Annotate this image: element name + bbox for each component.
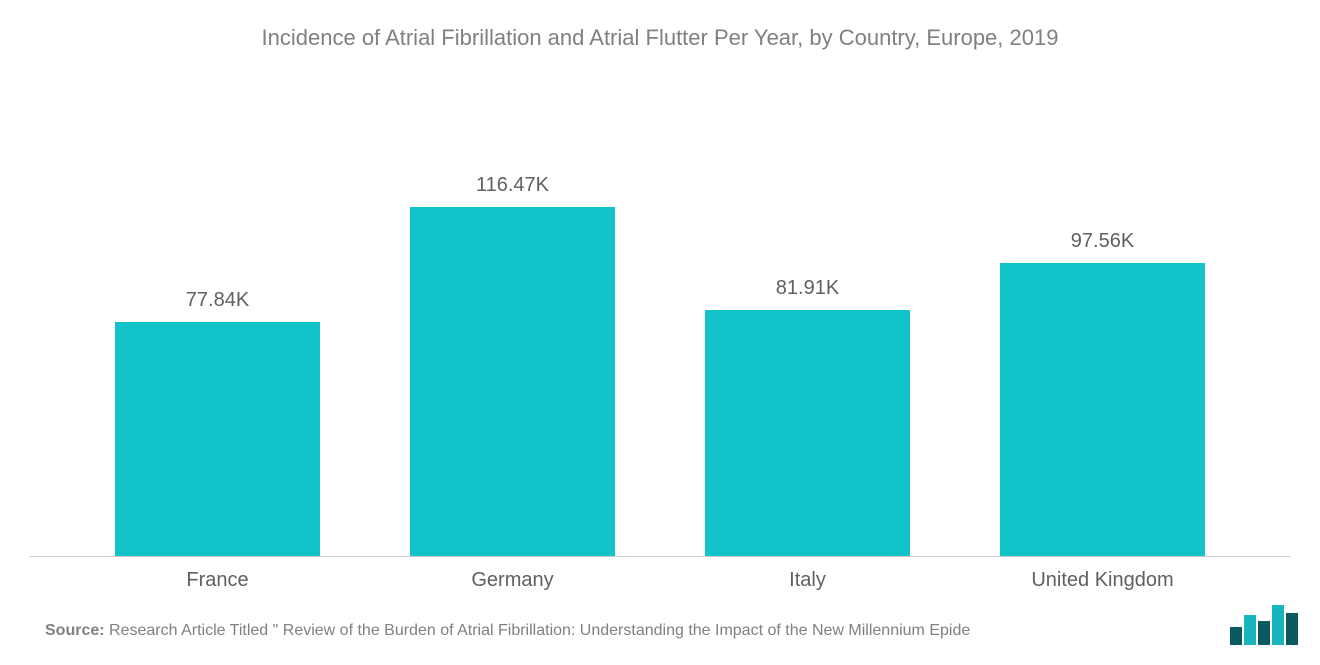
plot-area: 77.84K 116.47K 81.91K 97.56K [30, 61, 1290, 557]
bar-value-label: 77.84K [186, 289, 249, 312]
brand-logo-icon [1228, 597, 1308, 647]
source-text: Research Article Titled " Review of the … [105, 622, 971, 639]
bar-group: 81.91K [698, 277, 918, 556]
bar-group: 77.84K [108, 289, 328, 556]
source-citation: Source: Research Article Titled " Review… [30, 622, 1290, 655]
bar-group: 97.56K [993, 230, 1213, 556]
chart-title: Incidence of Atrial Fibrillation and Atr… [30, 25, 1290, 51]
bar-value-label: 97.56K [1071, 230, 1134, 253]
source-prefix: Source: [45, 622, 105, 639]
bar-uk [1000, 263, 1205, 556]
bar-france [115, 322, 320, 556]
x-label: Germany [403, 569, 623, 592]
x-axis-labels: France Germany Italy United Kingdom [30, 557, 1290, 592]
bar-group: 116.47K [403, 174, 623, 556]
chart-container: Incidence of Atrial Fibrillation and Atr… [0, 0, 1320, 665]
bar-germany [410, 207, 615, 556]
x-label: Italy [698, 569, 918, 592]
bar-value-label: 116.47K [476, 174, 549, 197]
bar-italy [705, 310, 910, 556]
x-label: France [108, 569, 328, 592]
x-label: United Kingdom [993, 569, 1213, 592]
bar-value-label: 81.91K [776, 277, 839, 300]
